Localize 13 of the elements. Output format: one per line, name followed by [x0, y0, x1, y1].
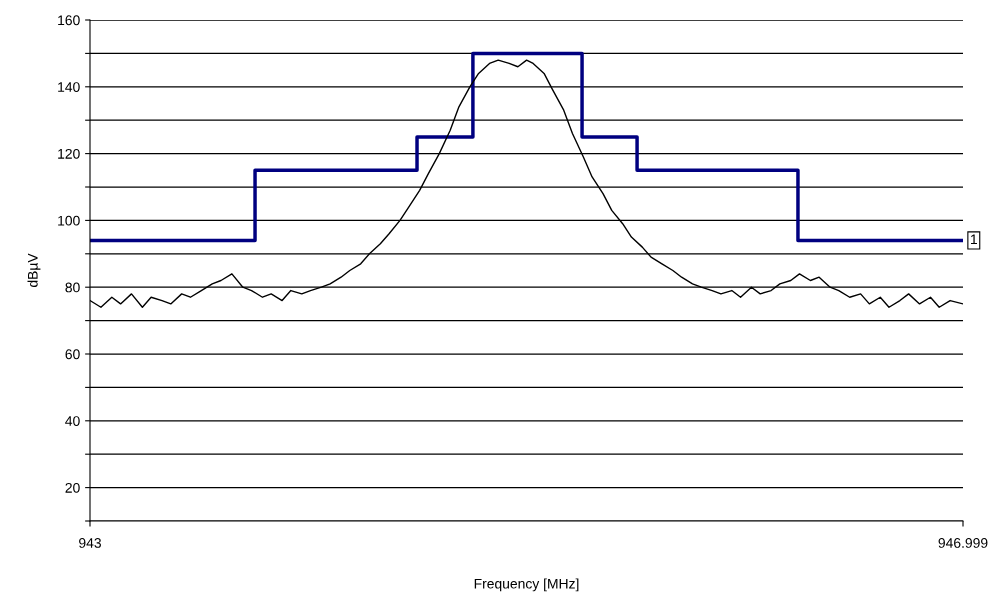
y-tick-label: 120 — [58, 148, 80, 159]
y-tick-label: 160 — [58, 15, 80, 26]
annotation: 1 — [971, 234, 977, 245]
y-tick-label: 140 — [58, 82, 80, 92]
y-tick-label: 40 — [65, 416, 80, 426]
y-tick-label: 20 — [65, 482, 80, 493]
x-tick-label: 946.999 — [938, 538, 988, 548]
y-tick-label: 100 — [58, 215, 80, 226]
y-axis-title: dBµV — [27, 253, 41, 288]
x-axis-title: Frequency [MHz] — [474, 578, 579, 592]
y-tick-label: 60 — [65, 349, 80, 360]
x-tick-label: 943 — [79, 538, 101, 548]
y-tick-label: 80 — [65, 282, 80, 293]
